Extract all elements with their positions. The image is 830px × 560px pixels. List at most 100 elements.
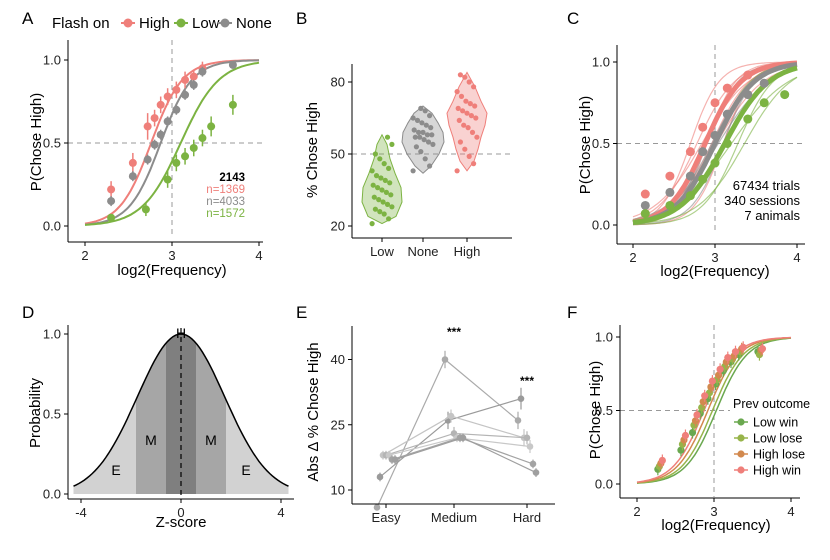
point-none	[423, 122, 429, 128]
significance-hard: ***	[520, 374, 534, 388]
point-high	[462, 146, 468, 152]
curve-low	[84, 61, 260, 226]
series-line-6	[394, 437, 537, 474]
point-high	[472, 103, 478, 109]
y-axis-e-tick-label: 10	[331, 483, 345, 498]
point-none	[425, 139, 432, 145]
point-none	[198, 67, 207, 76]
point-low	[369, 221, 375, 227]
point-high	[143, 122, 152, 131]
y-axis-e-tick-label: 40	[331, 352, 345, 367]
point-high-win	[758, 345, 767, 353]
point-none	[685, 171, 695, 181]
point-none	[421, 137, 427, 143]
region-label-1: M	[145, 432, 157, 448]
point-low	[372, 206, 378, 212]
panel-b: Low None High 20 50 80 % Chose High	[304, 64, 512, 259]
legend-title: Flash on	[52, 15, 110, 32]
point-low	[107, 213, 116, 222]
point-high	[163, 92, 172, 101]
point-high	[454, 168, 460, 174]
panel-label-b: B	[296, 9, 307, 28]
panel-e: *** *** Easy Medium Hard 10 25 40 Abs Δ % Chos…	[305, 325, 555, 525]
point-low	[722, 139, 732, 148]
point-none	[417, 134, 423, 140]
point-low	[207, 122, 216, 131]
point-low	[198, 134, 207, 143]
point-high-win	[658, 456, 666, 465]
point-low	[381, 161, 387, 167]
point-6	[391, 456, 399, 463]
x-axis-f-tick-label: 3	[710, 504, 717, 519]
y-axis-c-tick-label: 0.5	[592, 136, 610, 151]
point-none	[414, 117, 421, 123]
x-axis-label-f: log2(Frequency)	[661, 517, 770, 534]
point-low	[172, 158, 181, 167]
point-low	[372, 151, 378, 157]
point-high	[181, 75, 190, 84]
panel-a: 2 3 4 0.0 0.5 1.0 Flash on High Low None 2143…	[28, 15, 272, 279]
annotation-a-title: 2143	[219, 172, 245, 184]
point-0	[514, 417, 522, 424]
legend-label-low-win: Low win	[753, 416, 798, 430]
point-low	[386, 165, 392, 171]
annotation-c: 67434 trials 340 sessions 7 animals	[724, 178, 800, 223]
point-3	[523, 434, 531, 442]
legend-marker-high-win	[737, 466, 745, 474]
x-axis-c-tick-label: 3	[711, 250, 718, 265]
y-axis-d-tick-label: 0.0	[43, 487, 61, 502]
point-none	[410, 168, 416, 174]
annotation-a-n-low: n=1572	[206, 208, 245, 220]
point-none	[143, 155, 152, 164]
point-high	[466, 79, 472, 85]
point-none	[422, 156, 428, 162]
point-high	[463, 98, 469, 104]
annotation-a-n-high: n=1369	[206, 184, 245, 196]
point-low	[389, 141, 395, 147]
x-axis-c-tick-label: 4	[793, 250, 800, 265]
point-none	[428, 125, 434, 131]
point-6	[459, 434, 467, 442]
point-none	[698, 147, 708, 157]
point-high-win	[708, 377, 717, 385]
violin-high	[446, 71, 488, 172]
y-axis-a-tick-label: 0.5	[43, 136, 61, 151]
point-low	[380, 199, 386, 205]
point-low	[163, 175, 172, 184]
point-high	[150, 114, 159, 123]
legend-label-low-lose: Low lose	[753, 432, 802, 446]
point-high	[458, 93, 465, 99]
point-none	[150, 140, 159, 149]
point-0	[441, 356, 449, 363]
point-high	[473, 115, 479, 121]
legend-label-none: None	[236, 15, 272, 32]
point-high	[455, 105, 461, 111]
panel-label-f: F	[567, 303, 577, 322]
y-axis-label-f: P(Chose High)	[587, 361, 604, 459]
point-high	[107, 185, 116, 194]
annotation-a-n-none: n=4033	[206, 196, 245, 208]
point-none	[640, 200, 650, 210]
point-none	[411, 127, 417, 133]
panel-label-e: E	[296, 303, 307, 322]
point-none	[427, 113, 433, 119]
x-axis-f-tick-label: 2	[633, 504, 640, 519]
point-none	[722, 109, 732, 119]
point-none	[710, 130, 720, 140]
y-axis-label-c: P(Chose High)	[577, 96, 594, 194]
point-6	[532, 469, 540, 476]
point-high	[457, 139, 463, 145]
point-none	[743, 90, 753, 100]
point-high-win	[681, 431, 690, 440]
y-axis-f-tick-label: 1.0	[595, 330, 613, 345]
point-0	[373, 504, 381, 511]
point-low	[389, 204, 395, 210]
y-axis-e-tick-label: 25	[331, 417, 345, 432]
region-1	[136, 343, 166, 494]
point-high	[474, 134, 480, 140]
point-none	[228, 60, 237, 69]
point-low	[377, 156, 383, 162]
y-axis-label-b: % Chose High	[304, 102, 321, 198]
point-low	[386, 216, 392, 222]
x-axis-label-d: Z-score	[156, 514, 207, 531]
